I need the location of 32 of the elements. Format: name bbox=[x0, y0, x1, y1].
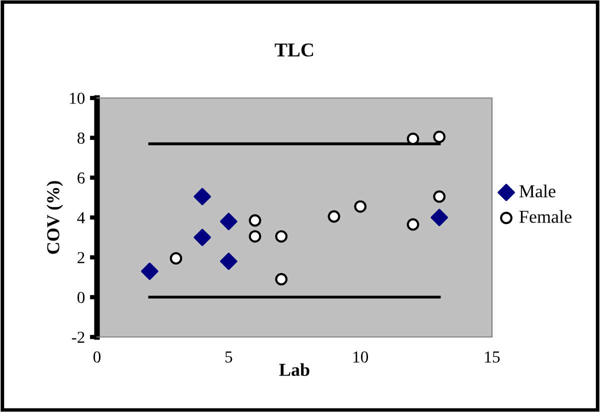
point bbox=[354, 200, 367, 213]
point bbox=[220, 212, 238, 230]
point bbox=[328, 210, 340, 223]
legend-label: Male bbox=[519, 184, 556, 198]
point bbox=[275, 230, 288, 243]
x-tick-label: 0 bbox=[93, 351, 101, 363]
point bbox=[433, 130, 446, 144]
point bbox=[406, 218, 420, 231]
y-axis-title: COV (%) bbox=[46, 181, 63, 254]
point bbox=[433, 190, 446, 203]
y-tick-label: 4 bbox=[77, 212, 85, 224]
point bbox=[141, 262, 158, 280]
x-axis-title: Lab bbox=[279, 363, 310, 376]
x-tick-label: 10 bbox=[353, 351, 368, 363]
point bbox=[220, 252, 238, 270]
point bbox=[248, 214, 262, 227]
point bbox=[430, 208, 448, 226]
point bbox=[194, 228, 211, 246]
y-tick-label: 0 bbox=[77, 292, 85, 304]
chart-title: TLC bbox=[274, 43, 314, 57]
x-tick-label: 5 bbox=[225, 352, 232, 363]
y-tick-label: -2 bbox=[72, 332, 84, 343]
y-tick-label: 10 bbox=[70, 92, 85, 104]
x-tick-label: 15 bbox=[485, 351, 500, 363]
y-tick-label: 8 bbox=[77, 132, 85, 144]
point bbox=[170, 252, 182, 265]
point bbox=[248, 230, 262, 243]
point bbox=[194, 188, 211, 206]
legend-label: Female bbox=[519, 210, 572, 223]
point bbox=[275, 273, 288, 286]
y-tick-label: 6 bbox=[78, 172, 85, 184]
y-tick-label: 2 bbox=[78, 252, 84, 264]
